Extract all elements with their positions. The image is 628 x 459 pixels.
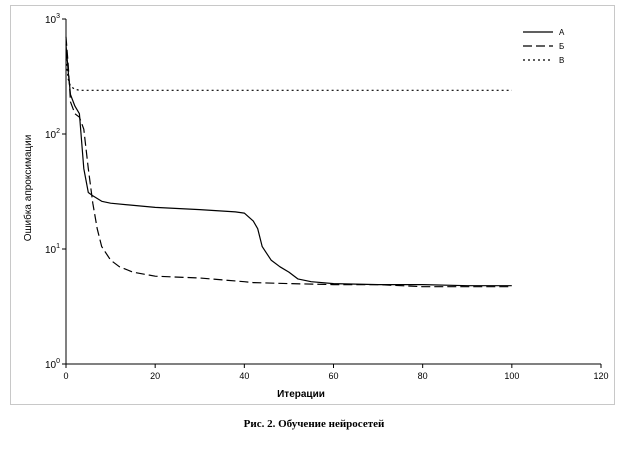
legend-label-1: А	[559, 28, 565, 37]
x-tick-label: 100	[504, 371, 519, 381]
axes: 0 20 40 60 80 100 120 100 101 102 103	[45, 13, 609, 381]
y-tick-label: 103	[45, 13, 60, 26]
legend-label-3: В	[559, 56, 564, 65]
x-axis-label: Итерации	[277, 389, 325, 400]
x-tick-label: 40	[239, 371, 249, 381]
y-tick-label: 101	[45, 243, 60, 256]
series-line-3	[65, 58, 512, 91]
y-tick-label: 102	[45, 128, 60, 141]
series-line-2	[65, 36, 512, 288]
legend-label-2: Б	[559, 42, 564, 51]
legend: АБВ	[523, 28, 565, 65]
x-tick-label: 80	[418, 371, 428, 381]
x-tick-label: 60	[328, 371, 338, 381]
y-tick-label: 100	[45, 358, 60, 371]
figure-caption: Рис. 2. Обучение нейросетей	[243, 418, 385, 430]
x-tick-label: 0	[63, 371, 68, 381]
line-chart: 0 20 40 60 80 100 120 100 101 102 103 АБВ Ошибка а…	[22, 13, 609, 400]
x-tick-label: 120	[593, 371, 608, 381]
series-line-1	[65, 44, 512, 287]
y-axis-label: Ошибка апроксимации	[22, 135, 34, 242]
x-tick-label: 20	[150, 371, 160, 381]
series-layer	[65, 36, 512, 288]
